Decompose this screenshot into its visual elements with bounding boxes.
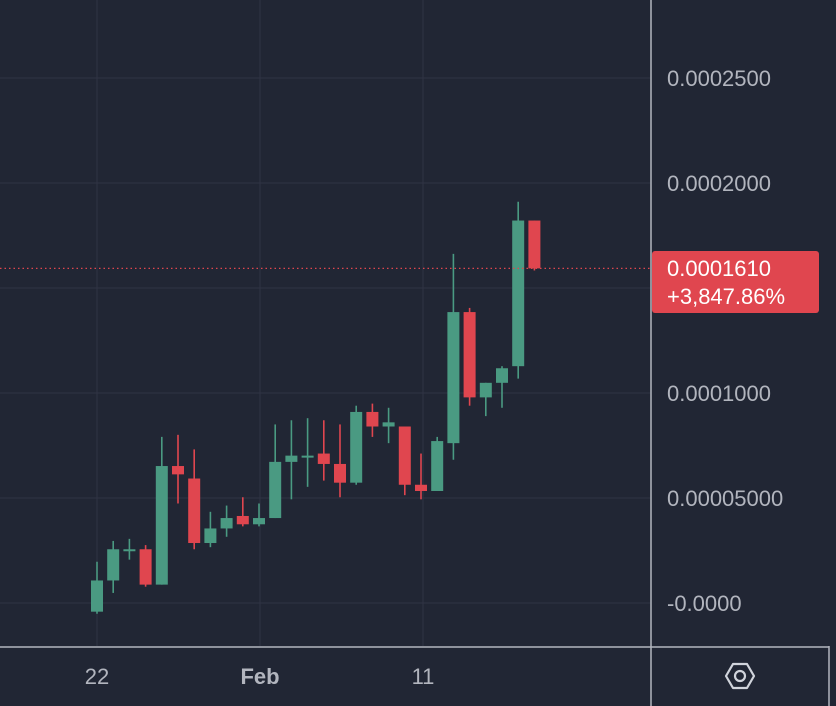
candle-body (91, 580, 103, 612)
candle-body (285, 455, 298, 462)
candle-body (479, 382, 492, 398)
y-tick-label: 0.0002000 (667, 171, 771, 196)
chart-settings-button[interactable] (718, 654, 762, 698)
x-axis: 22 Feb 11 (85, 664, 435, 689)
x-tick-label: 22 (85, 664, 109, 689)
candle[interactable] (172, 434, 184, 504)
candle-body (188, 478, 201, 544)
y-tick-label: 0.0001000 (667, 381, 771, 406)
candle-body (334, 463, 346, 483)
candle[interactable] (285, 420, 298, 500)
candle[interactable] (415, 453, 427, 500)
candle[interactable] (188, 449, 201, 550)
candle[interactable] (107, 540, 120, 593)
last-price-label: 0.0001610 +3,847.86% (652, 251, 819, 313)
candle[interactable] (528, 220, 541, 271)
candle[interactable] (463, 307, 476, 406)
candle[interactable] (317, 420, 330, 481)
candle[interactable] (301, 418, 314, 487)
candle-body (350, 411, 363, 483)
candle[interactable] (512, 201, 525, 379)
candle-body (236, 515, 249, 525)
candle[interactable] (479, 382, 492, 417)
candle[interactable] (123, 538, 136, 560)
candle-body (447, 312, 460, 444)
price-change-percent: +3,847.86% (667, 284, 785, 309)
candle-body (431, 441, 444, 492)
candle[interactable] (334, 424, 346, 498)
y-tick-label: 0.00005000 (667, 486, 783, 511)
y-tick-label: -0.0000 (667, 591, 742, 616)
candle[interactable] (155, 436, 168, 585)
candle-body (155, 466, 168, 585)
x-tick-label: Feb (240, 664, 279, 689)
candle[interactable] (204, 511, 217, 548)
y-axis: -0.0000 0.00005000 0.0001000 0.0002000 0.000… (667, 66, 783, 616)
candle-body (123, 549, 136, 552)
candle-body (253, 518, 265, 525)
candle[interactable] (91, 561, 103, 614)
candle-layer (91, 201, 541, 614)
candle-body (496, 368, 508, 383)
candle[interactable] (398, 426, 411, 496)
candle[interactable] (366, 403, 379, 437)
last-price-value: 0.0001610 (667, 256, 771, 281)
candle-body (220, 518, 233, 529)
candle[interactable] (253, 503, 265, 527)
candle[interactable] (220, 505, 233, 537)
candle-body (139, 549, 152, 585)
candle[interactable] (431, 436, 444, 492)
candle[interactable] (382, 407, 395, 444)
candle-body (463, 312, 476, 398)
grid-layer (0, 0, 651, 646)
candle-body (301, 455, 314, 458)
y-tick-label: 0.0002500 (667, 66, 771, 91)
candle[interactable] (269, 424, 282, 519)
settings-hexagon-icon (724, 662, 756, 690)
candle[interactable] (139, 545, 152, 587)
candle-body (528, 220, 541, 269)
candle-body (512, 220, 525, 367)
candle-body (107, 549, 120, 581)
candle-body (317, 453, 330, 464)
candle-body (366, 411, 379, 427)
x-tick-label: 11 (412, 664, 435, 689)
last-price-label-bg (652, 251, 819, 313)
candle-body (269, 461, 282, 519)
candle[interactable] (496, 366, 508, 408)
candle[interactable] (350, 405, 363, 485)
candle-body (382, 422, 395, 427)
candle-body (398, 426, 411, 485)
candle-body (204, 528, 217, 544)
candle[interactable] (236, 497, 249, 527)
candle[interactable] (447, 253, 460, 460)
candle-body (172, 466, 184, 475)
candle-body (415, 484, 427, 492)
